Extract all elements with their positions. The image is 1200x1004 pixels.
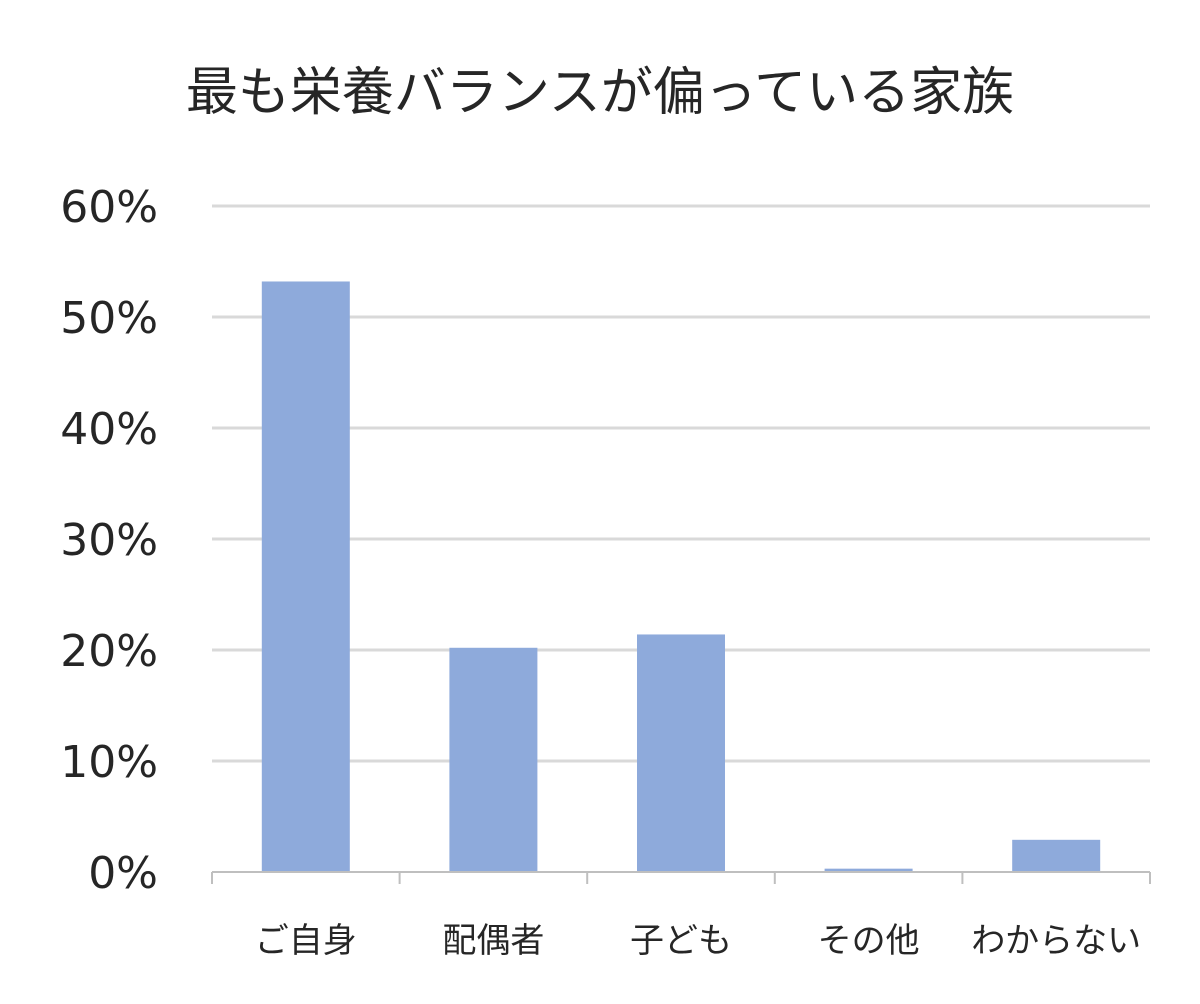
x-axis-ticks: ご自身 配偶者 子ども その他 わからない	[255, 921, 1141, 961]
x-tick-label: 子ども	[630, 921, 732, 961]
x-tick-label: ご自身	[255, 921, 357, 961]
bar	[1012, 839, 1101, 872]
x-tick-label: わからない	[971, 921, 1141, 961]
bars	[261, 281, 1101, 873]
chart-title: 最も栄養バランスが偏っている家族	[186, 63, 1014, 123]
gridlines	[212, 204, 1150, 763]
y-tick-label: 30%	[60, 515, 158, 566]
x-tick-label: 配偶者	[442, 921, 544, 961]
bar	[637, 634, 725, 872]
y-tick-label: 20%	[60, 626, 158, 677]
y-tick-label: 10%	[60, 737, 158, 788]
bar	[824, 868, 913, 872]
y-tick-label: 50%	[60, 293, 158, 344]
y-axis-ticks: 0% 10% 20% 30% 40% 50% 60%	[60, 182, 158, 899]
y-tick-label: 40%	[60, 404, 158, 455]
y-tick-label: 0%	[88, 848, 158, 899]
bar	[261, 281, 350, 873]
x-tick-label: その他	[818, 921, 920, 961]
y-tick-label: 60%	[60, 182, 158, 233]
bar	[449, 647, 538, 872]
x-axis	[211, 871, 1151, 884]
